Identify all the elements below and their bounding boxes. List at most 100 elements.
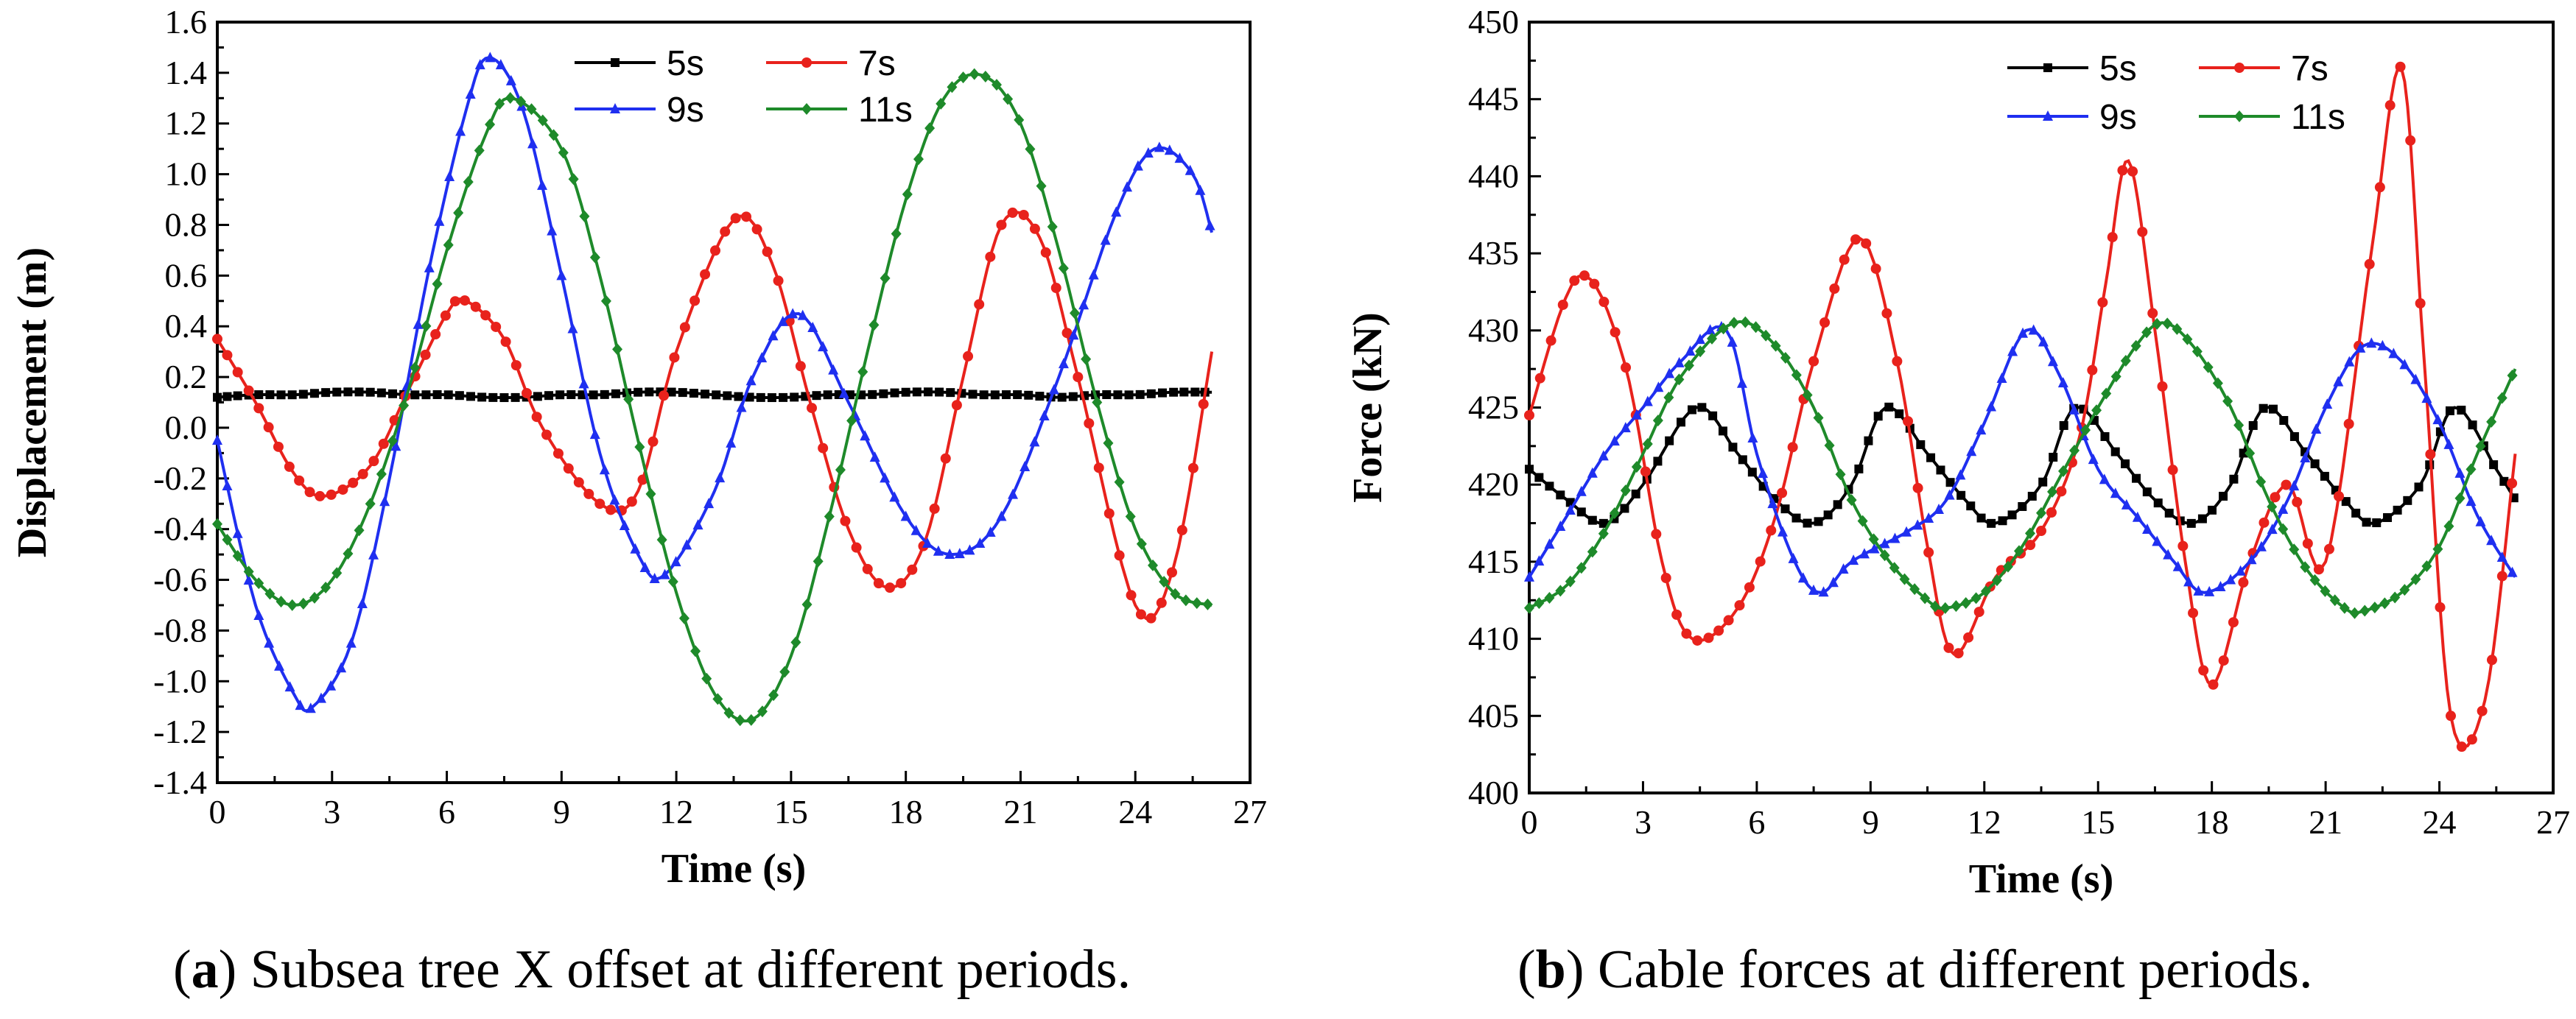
series-point-11s bbox=[1909, 583, 1920, 596]
series-point-5s bbox=[1158, 388, 1168, 398]
series-point-9s bbox=[2311, 423, 2322, 434]
series-point-11s bbox=[1587, 546, 1598, 558]
series-point-9s bbox=[1088, 269, 1099, 280]
series-point-7s bbox=[573, 477, 584, 488]
series-point-11s bbox=[331, 567, 343, 579]
series-point-9s bbox=[547, 225, 558, 236]
y-tick-label: 0.6 bbox=[165, 256, 208, 294]
series-point-7s bbox=[659, 390, 670, 401]
series-point-11s bbox=[2069, 444, 2080, 456]
y-tick-label: 0.8 bbox=[165, 205, 208, 243]
series-point-7s bbox=[2107, 232, 2118, 243]
series-point-11s bbox=[612, 343, 623, 356]
x-tick-label: 6 bbox=[1748, 803, 1765, 841]
series-5s bbox=[1525, 402, 2519, 528]
series-point-11s bbox=[1889, 562, 1900, 574]
series-point-9s bbox=[1132, 160, 1143, 171]
series-point-7s bbox=[689, 295, 701, 306]
series-point-7s bbox=[1819, 317, 1831, 328]
series-point-9s bbox=[1048, 384, 1059, 395]
series-point-7s bbox=[1040, 247, 1051, 258]
x-tick-label: 15 bbox=[774, 793, 808, 831]
series-point-5s bbox=[1873, 412, 1883, 421]
series-point-7s bbox=[1524, 409, 1534, 420]
series-point-7s bbox=[521, 387, 532, 398]
series-point-7s bbox=[263, 422, 274, 433]
series-point-11s bbox=[387, 434, 398, 447]
y-tick-label: 1.2 bbox=[165, 105, 208, 142]
series-point-5s bbox=[443, 390, 453, 400]
series-point-5s bbox=[968, 389, 978, 399]
series-point-5s bbox=[1747, 468, 1757, 477]
series-point-9s bbox=[745, 375, 757, 386]
series-point-9s bbox=[567, 322, 578, 334]
series-point-11s bbox=[2256, 476, 2267, 488]
series-point-7s bbox=[1703, 632, 1714, 644]
series-point-7s bbox=[304, 487, 315, 498]
series-point-9s bbox=[659, 568, 670, 579]
series-point-9s bbox=[726, 437, 737, 448]
series-point-7s bbox=[1892, 356, 1903, 367]
series-point-7s bbox=[2238, 577, 2249, 588]
series-point-9s bbox=[1524, 571, 1534, 582]
series-point-9s bbox=[379, 496, 390, 507]
series-point-9s bbox=[2475, 515, 2486, 526]
series-point-11s bbox=[2421, 560, 2432, 572]
series-point-5s bbox=[667, 387, 676, 397]
series-point-7s bbox=[212, 334, 222, 345]
series-point-11s bbox=[276, 596, 287, 608]
series-point-11s bbox=[264, 588, 276, 600]
x-tick-label: 18 bbox=[889, 793, 923, 831]
series-point-7s bbox=[510, 360, 522, 371]
series-point-11s bbox=[2203, 361, 2214, 373]
series-point-9s bbox=[474, 59, 485, 70]
series-point-7s bbox=[243, 385, 254, 396]
x-tick-label: 27 bbox=[1233, 793, 1267, 831]
series-point-7s bbox=[284, 461, 295, 472]
series-point-11s bbox=[1652, 415, 1663, 427]
series-point-5s bbox=[2383, 512, 2393, 522]
series-point-9s bbox=[455, 125, 466, 136]
series-point-9s bbox=[274, 660, 285, 671]
series-point-11s bbox=[2359, 604, 2370, 617]
series-point-11s bbox=[1951, 600, 1962, 613]
legend-label: 5s bbox=[2099, 49, 2137, 88]
series-point-9s bbox=[505, 74, 516, 85]
series-point-7s bbox=[2117, 165, 2128, 176]
series-point-5s bbox=[2414, 482, 2424, 492]
series-point-5s bbox=[790, 392, 799, 402]
series-point-5s bbox=[1146, 389, 1156, 398]
series-point-9s bbox=[1944, 489, 1955, 500]
series-point-5s bbox=[1598, 518, 1608, 528]
series-point-9s bbox=[1609, 435, 1620, 446]
series-point-9s bbox=[485, 52, 496, 63]
series-point-11s bbox=[2141, 326, 2152, 339]
series-point-9s bbox=[818, 341, 829, 352]
legend-label: 7s bbox=[858, 44, 896, 83]
series-point-11s bbox=[1003, 93, 1014, 105]
series-point-7s bbox=[1777, 487, 1788, 498]
series-point-11s bbox=[287, 599, 298, 611]
series-point-9s bbox=[589, 429, 600, 440]
series-point-9s bbox=[556, 269, 567, 281]
series-point-9s bbox=[900, 510, 911, 521]
series-point-5s bbox=[1814, 517, 1823, 526]
series-point-9s bbox=[1555, 521, 1566, 532]
series-point-7s bbox=[378, 438, 389, 449]
series-point-7s bbox=[1963, 632, 1974, 643]
series-point-7s bbox=[1681, 628, 1692, 639]
series-point-7s bbox=[851, 542, 862, 553]
series-point-9s bbox=[357, 597, 368, 608]
series-point-11s bbox=[1846, 494, 1857, 507]
panel-a-caption-text: ) Subsea tree X offset at different peri… bbox=[218, 939, 1131, 1000]
legend-marker bbox=[2043, 63, 2052, 72]
series-point-7s bbox=[430, 329, 441, 340]
series-point-7s bbox=[1589, 278, 1600, 289]
series-point-11s bbox=[1991, 574, 2002, 587]
series-point-9s bbox=[2366, 337, 2377, 348]
series-point-11s bbox=[548, 129, 559, 141]
x-tick-label: 15 bbox=[2081, 803, 2115, 841]
series-line-11s bbox=[216, 72, 1212, 723]
series-point-7s bbox=[1114, 550, 1125, 561]
series-point-7s bbox=[862, 563, 873, 574]
